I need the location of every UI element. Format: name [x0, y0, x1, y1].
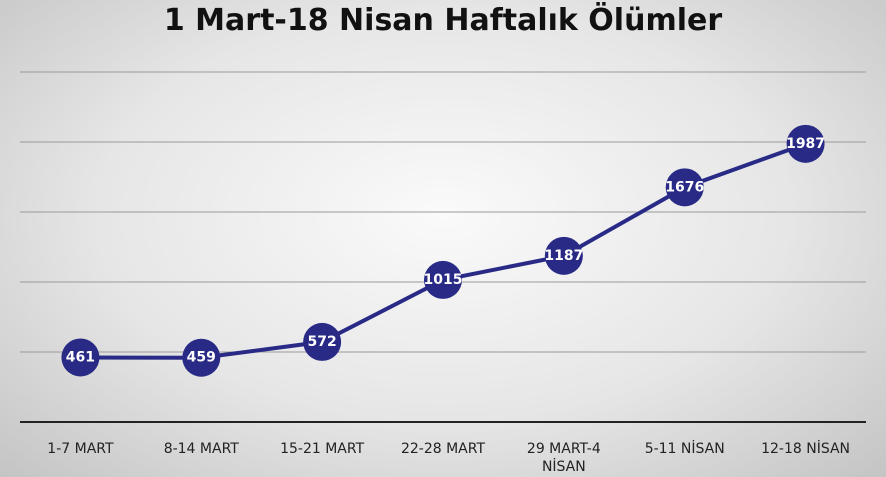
- data-label: 1015: [424, 272, 463, 288]
- data-label: 1187: [544, 248, 583, 264]
- x-tick-label: 1-7 MART: [47, 441, 114, 457]
- data-point: [61, 338, 100, 377]
- x-tick-label: 5-11 NİSAN: [644, 441, 725, 457]
- x-tick-label: 29 MART-4 NİSAN: [526, 441, 601, 475]
- x-tick-label: 12-18 NİSAN: [761, 441, 851, 457]
- x-tick-label: 22-28 MART: [400, 441, 486, 457]
- data-label: 461: [66, 349, 95, 365]
- data-label: 572: [308, 334, 337, 350]
- x-tick-label: 15-21 MART: [280, 441, 365, 457]
- data-point: [424, 260, 462, 299]
- data-label: 1987: [786, 136, 825, 152]
- data-point: [182, 338, 221, 377]
- data-label: 459: [187, 350, 216, 366]
- data-point: [665, 168, 704, 207]
- data-point: [303, 322, 342, 361]
- data-point: [544, 236, 583, 275]
- chart-title: 1 Mart-18 Nisan Haftalık Ölümler: [163, 3, 723, 38]
- data-point: [786, 124, 825, 163]
- data-label: 1676: [665, 179, 704, 195]
- x-tick-label: 8-14 MART: [163, 441, 239, 457]
